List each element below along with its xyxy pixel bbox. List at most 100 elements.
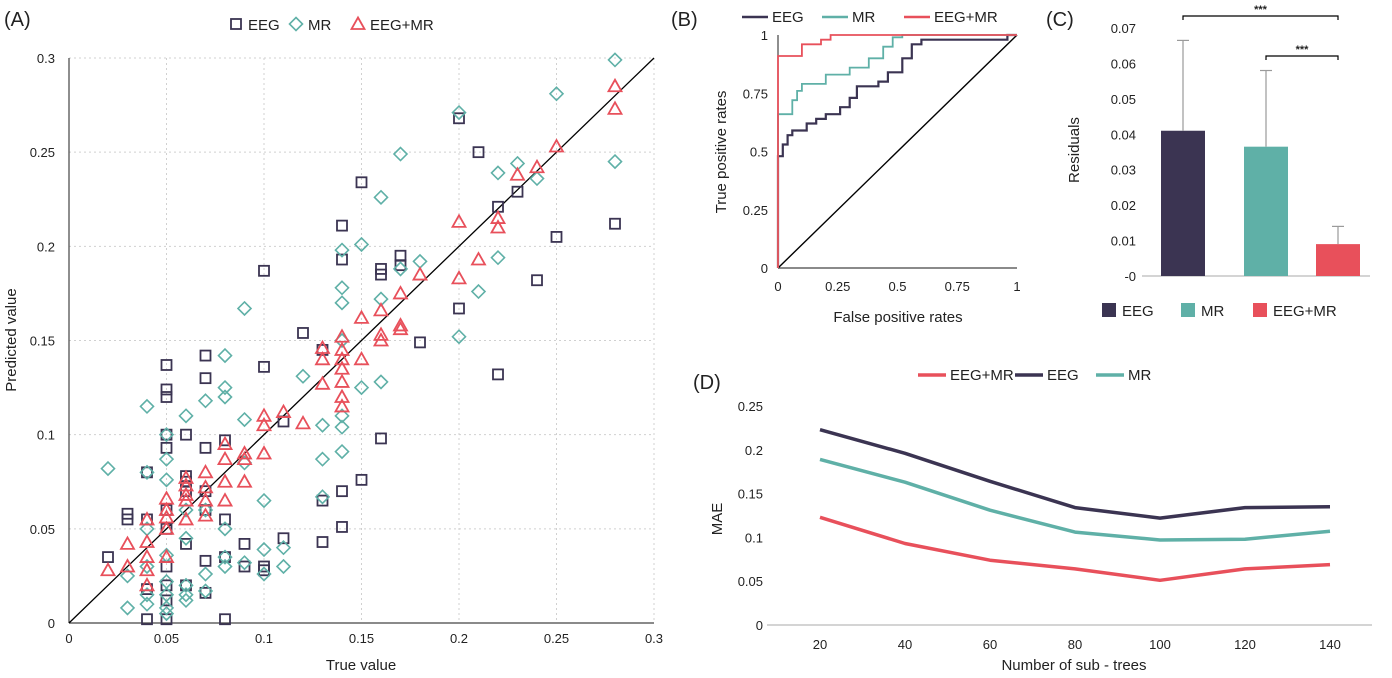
legend-label: EEG+MR — [934, 9, 998, 26]
mae-line-mr — [819, 457, 1331, 542]
legend-marker-eeg-mr — [349, 15, 367, 30]
y-tick-label: 0 — [756, 618, 763, 633]
scatter-point-eeg-mr — [333, 341, 351, 356]
scatter-point-mr — [158, 427, 175, 443]
panel-c-legend: EEG MR EEG+MR — [1102, 303, 1337, 320]
panel-a-marks — [99, 52, 624, 626]
scatter-point-mr — [275, 558, 292, 575]
scatter-point-eeg — [355, 473, 368, 486]
scatter-point-eeg — [336, 521, 348, 533]
scatter-point-eeg — [258, 360, 270, 373]
legend-label: MR — [852, 9, 875, 26]
scatter-point-eeg — [238, 560, 251, 573]
panel-a-legend: EEG MR EEG+MR — [230, 15, 434, 34]
scatter-point-mr — [256, 492, 272, 509]
y-tick-label: 0.06 — [1111, 56, 1136, 71]
scatter-point-eeg — [141, 613, 153, 626]
scatter-point-mr — [217, 347, 233, 364]
scatter-point-mr — [334, 408, 350, 424]
y-tick-label: 1 — [761, 28, 768, 43]
panel-d-marks — [819, 428, 1331, 583]
legend-label: EEG — [772, 9, 804, 26]
scatter-point-mr — [490, 165, 506, 181]
scatter-point-mr — [178, 408, 194, 424]
mae-line-eeg — [819, 428, 1331, 520]
scatter-point-eeg — [102, 551, 114, 563]
panel-a-label: (A) — [4, 9, 31, 31]
scatter-point-eeg-mr — [197, 464, 214, 479]
scatter-point-eeg — [511, 185, 524, 198]
legend-swatch-eeg — [1102, 303, 1116, 317]
scatter-point-eeg — [160, 359, 173, 371]
panel-c-y-axis-label: Residuals — [1066, 117, 1083, 183]
y-tick-label: 0.2 — [745, 443, 763, 458]
legend-label: EEG — [1122, 303, 1154, 320]
scatter-point-mr — [392, 261, 409, 277]
scatter-point-eeg — [492, 368, 504, 381]
scatter-point-eeg-mr — [606, 77, 624, 93]
scatter-point-eeg-mr — [353, 351, 370, 366]
scatter-point-eeg — [219, 513, 231, 526]
roc-curve-eeg-mr — [777, 34, 1017, 268]
scatter-point-mr — [490, 250, 506, 266]
scatter-point-eeg — [472, 146, 485, 159]
scatter-point-mr — [236, 300, 253, 317]
panel-c-marks: *** *** — [1161, 4, 1360, 276]
scatter-point-mr — [178, 502, 194, 518]
scatter-point-eeg-mr — [489, 209, 507, 224]
scatter-point-eeg-mr — [333, 373, 351, 388]
scatter-point-mr — [353, 379, 370, 396]
legend-label: MR — [1201, 303, 1224, 320]
scatter-point-eeg-mr — [236, 450, 253, 466]
scatter-point-eeg — [531, 274, 543, 287]
x-tick-label: 100 — [1149, 637, 1171, 652]
scatter-point-eeg — [141, 466, 153, 479]
scatter-point-eeg — [199, 349, 212, 362]
scatter-point-mr — [119, 600, 136, 616]
scatter-point-mr — [373, 374, 389, 390]
x-tick-label: 0.05 — [154, 631, 179, 646]
x-tick-label: 0.75 — [945, 279, 970, 294]
scatter-point-eeg-mr — [333, 328, 351, 343]
y-tick-label: 0.1 — [37, 428, 55, 443]
y-tick-label: -0 — [1124, 269, 1136, 284]
scatter-point-mr — [217, 389, 233, 405]
scatter-point-eeg — [180, 579, 192, 592]
scatter-point-eeg-mr — [509, 166, 526, 181]
scatter-point-mr — [217, 379, 233, 396]
panel-a: (A) 0 0.05 0.1 0.15 0.2 0.25 0.3 0 0.05 0.1 0.15 0.… — [3, 9, 663, 674]
scatter-point-mr — [295, 368, 311, 384]
y-tick-label: 0.3 — [37, 51, 55, 66]
legend-label: MR — [1128, 367, 1151, 384]
scatter-point-eeg — [316, 536, 329, 548]
scatter-point-eeg — [316, 494, 329, 507]
scatter-point-eeg-mr — [177, 469, 195, 484]
scatter-point-eeg — [121, 513, 134, 526]
scatter-point-mr — [529, 170, 545, 187]
scatter-point-eeg — [219, 613, 231, 626]
scatter-point-eeg-mr — [411, 266, 429, 281]
scatter-point-eeg-mr — [119, 558, 136, 573]
scatter-point-eeg-mr — [372, 332, 390, 347]
y-tick-label: 0.2 — [37, 239, 55, 254]
scatter-point-eeg-mr — [606, 100, 624, 115]
scatter-point-eeg — [219, 551, 231, 563]
scatter-point-mr — [451, 329, 467, 345]
legend-label: EEG+MR — [1273, 303, 1337, 320]
scatter-point-eeg — [258, 564, 270, 577]
x-tick-label: 0.5 — [888, 279, 906, 294]
scatter-point-mr — [353, 236, 370, 253]
scatter-point-mr — [197, 502, 214, 518]
scatter-point-eeg-mr — [548, 138, 565, 153]
scatter-point-mr — [217, 549, 233, 565]
scatter-point-mr — [392, 146, 409, 162]
y-tick-label: 0.02 — [1111, 198, 1136, 213]
scatter-point-mr — [139, 558, 155, 575]
scatter-point-eeg-mr — [372, 302, 390, 317]
scatter-point-mr — [607, 52, 623, 68]
scatter-point-mr — [158, 605, 175, 622]
panel-d-legend: EEG+MR EEG MR — [918, 367, 1151, 384]
scatter-point-eeg — [180, 428, 192, 441]
roc-curve-mr — [777, 34, 1017, 268]
scatter-point-mr — [178, 587, 194, 603]
